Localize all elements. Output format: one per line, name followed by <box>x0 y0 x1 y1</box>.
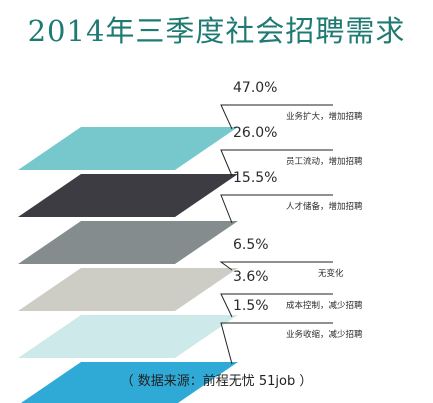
percent-label: 15.5% <box>233 170 277 186</box>
category-label: 人才储备，增加招聘 <box>286 201 363 212</box>
percent-label: 1.5% <box>233 298 269 314</box>
leader-line <box>220 293 333 318</box>
percent-label: 6.5% <box>233 237 269 253</box>
chart-title: 2014年三季度社会招聘需求 <box>27 14 406 48</box>
layer-2 <box>18 174 238 217</box>
layer-4 <box>18 268 238 311</box>
percent-label: 3.6% <box>233 269 269 285</box>
leader-line <box>220 149 333 177</box>
percent-label: 47.0% <box>233 80 277 96</box>
category-label: 成本控制，减少招聘 <box>286 300 363 311</box>
category-label: 无变化 <box>318 268 344 279</box>
category-label: 业务扩大，增加招聘 <box>286 111 363 122</box>
percent-label: 26.0% <box>233 125 277 141</box>
leader-line <box>220 194 333 224</box>
data-source: （ 数据来源：前程无忧 51job ） <box>120 374 313 389</box>
layer-3 <box>18 221 238 264</box>
layer-5 <box>18 315 238 358</box>
category-label: 业务收缩，减少招聘 <box>286 329 363 340</box>
layer-1 <box>18 127 238 170</box>
category-label: 员工流动，增加招聘 <box>286 156 363 167</box>
leader-line <box>220 104 333 130</box>
leader-line <box>219 261 333 271</box>
leader-line <box>220 322 333 365</box>
layer-6 <box>20 362 238 403</box>
